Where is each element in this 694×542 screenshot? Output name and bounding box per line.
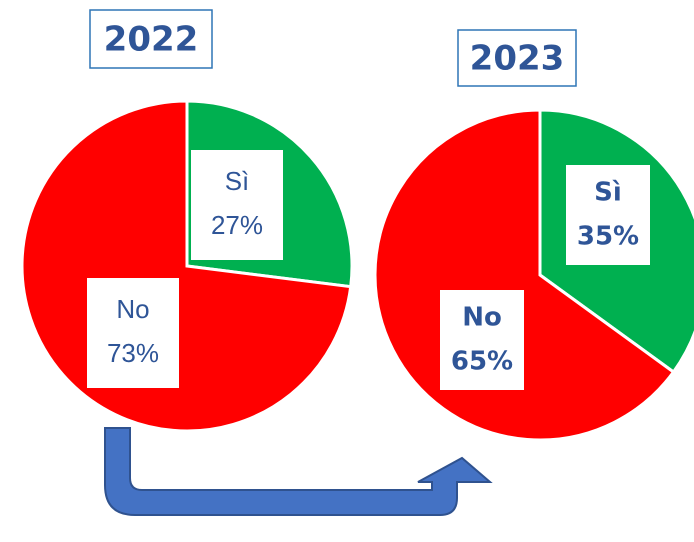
title-box [457, 29, 577, 87]
label-box [191, 150, 283, 260]
slice-value-label: 73% [107, 338, 159, 368]
slice-category: Sì [225, 166, 250, 196]
label-box [87, 278, 179, 388]
slice-category: Sì [594, 178, 622, 208]
label-box [566, 165, 650, 265]
slice-category: No [462, 303, 502, 333]
slice-value-label: 35% [577, 222, 639, 252]
label-box [440, 290, 524, 390]
arrow [104, 427, 493, 516]
chart-title: 2023 [470, 39, 565, 79]
slice-value-label: 27% [211, 210, 263, 240]
slice-value-label: 65% [451, 347, 513, 377]
title-box [89, 9, 213, 69]
slice-category: No [116, 294, 149, 324]
chart-title: 2022 [104, 20, 199, 60]
